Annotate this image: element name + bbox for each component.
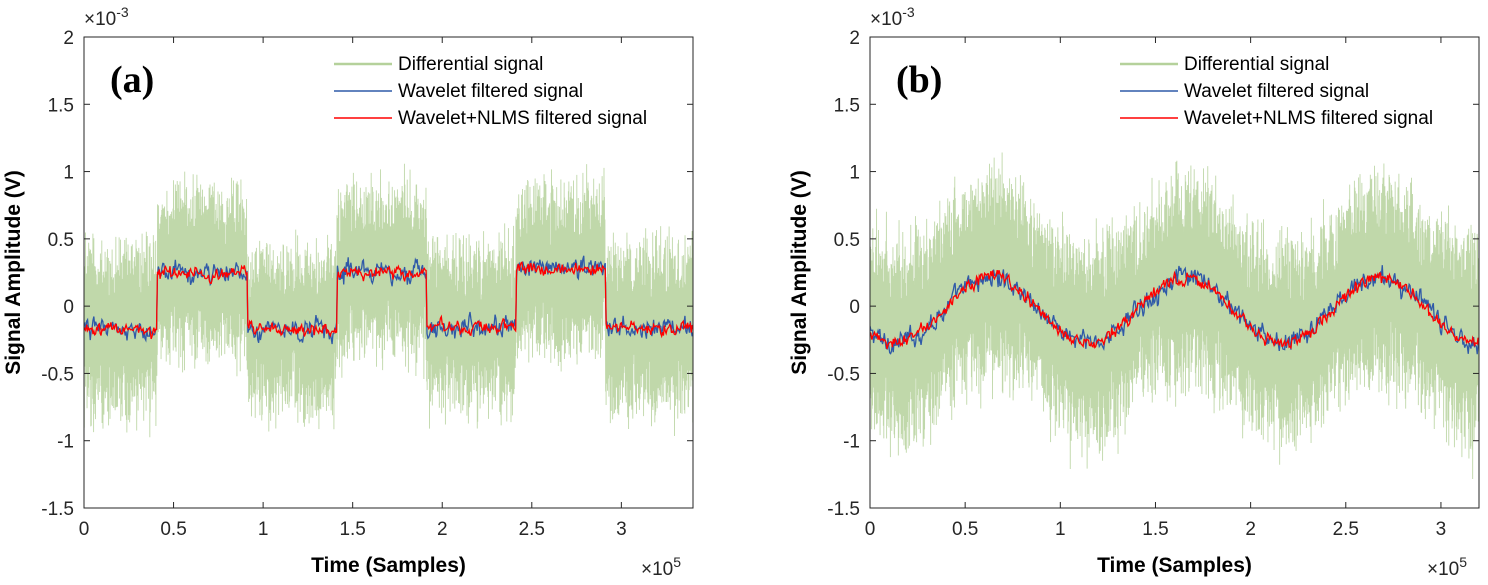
- x-tick-label: 1: [1055, 519, 1066, 540]
- x-tick-label: 0.5: [160, 519, 186, 540]
- y-tick-label: -1.5: [827, 499, 860, 520]
- x-tick-label: 2: [1245, 519, 1256, 540]
- y-tick-label: -1: [57, 432, 74, 453]
- legend-entry: Wavelet filtered signal: [398, 81, 583, 102]
- legend-entry: Wavelet+NLMS filtered signal: [1184, 108, 1433, 129]
- series-differential-signal: [870, 152, 1479, 479]
- y-tick-label: 1: [63, 163, 74, 184]
- y-tick-label: 2: [849, 28, 860, 49]
- series-differential-signal: [84, 163, 693, 438]
- legend-entry: Wavelet+NLMS filtered signal: [398, 108, 647, 129]
- x-tick-label: 0.5: [952, 519, 978, 540]
- y-axis-label: Signal Amplitude (V): [2, 170, 25, 375]
- series-wavelet-filtered: [84, 255, 693, 345]
- series-wavelet-nlms-filtered: [870, 269, 1479, 350]
- y-tick-label: 0: [849, 297, 860, 318]
- y-axis-label: Signal Amplitude (V): [788, 170, 811, 375]
- x-tick-label: 2.5: [1333, 519, 1359, 540]
- y-tick-label: 1.5: [48, 95, 74, 116]
- x-multiplier: ×105: [641, 554, 681, 580]
- x-tick-label: 1: [258, 519, 269, 540]
- y-tick-label: -1: [843, 432, 860, 453]
- x-tick-label: 1.5: [339, 519, 365, 540]
- x-tick-label: 0: [79, 519, 90, 540]
- legend: Differential signal Wavelet filtered sign…: [1120, 54, 1433, 129]
- x-multiplier: ×105: [1427, 554, 1467, 580]
- x-tick-label: 3: [1436, 519, 1447, 540]
- y-tick-label: -1.5: [41, 499, 74, 520]
- x-tick-label: 0: [865, 519, 876, 540]
- panel-label: (a): [110, 59, 154, 101]
- y-multiplier: ×10-3: [84, 4, 129, 30]
- y-tick-label: -0.5: [827, 364, 860, 385]
- y-tick-label: 0.5: [48, 230, 74, 251]
- x-tick-label: 2.5: [519, 519, 545, 540]
- series-wavelet-nlms-filtered: [84, 261, 693, 340]
- y-tick-label: 1: [849, 163, 860, 184]
- chart-panel-b: -1.5 -1 -0.5 0 0.5 1 1.5 2 0 0.5 1 1.5 2 2.5 3 ×10-3 ×10…: [788, 4, 1480, 580]
- y-multiplier: ×10-3: [870, 4, 915, 30]
- y-tick-label: -0.5: [41, 364, 74, 385]
- legend-entry: Differential signal: [398, 54, 543, 75]
- x-axis-label: Time (Samples): [311, 554, 466, 577]
- axes-box: [83, 36, 694, 509]
- panel-label: (b): [896, 59, 942, 101]
- chart-panel-a: -1.5 -1 -0.5 0 0.5 1 1.5 2 0 0.5 1 1.5 2 2.5 3 ×10-3 ×10…: [2, 4, 694, 580]
- y-tick-label: 1.5: [834, 95, 860, 116]
- legend-entry: Wavelet filtered signal: [1184, 81, 1369, 102]
- x-tick-label: 1.5: [1142, 519, 1168, 540]
- y-tick-label: 0: [63, 297, 74, 318]
- x-axis-label: Time (Samples): [1097, 554, 1252, 577]
- axes-box: [869, 36, 1480, 509]
- y-tick-label: 2: [63, 28, 74, 49]
- legend-entry: Differential signal: [1184, 54, 1329, 75]
- x-tick-label: 3: [616, 519, 627, 540]
- y-tick-label: 0.5: [834, 230, 860, 251]
- legend: Differential signal Wavelet filtered sign…: [334, 54, 647, 129]
- x-tick-label: 2: [437, 519, 448, 540]
